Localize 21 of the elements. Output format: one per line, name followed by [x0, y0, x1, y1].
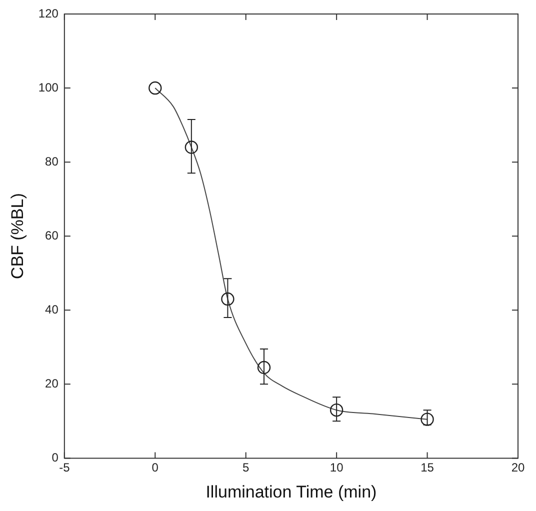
- y-tick-label: 20: [45, 376, 59, 390]
- x-tick-label: 20: [511, 460, 525, 475]
- point: [184, 140, 198, 154]
- x-axis-title: Illumination Time (min): [206, 482, 377, 502]
- point: [330, 403, 344, 417]
- point: [148, 81, 162, 95]
- x-tick-label: 0: [152, 460, 159, 475]
- y-tick-label: 0: [52, 450, 59, 465]
- x-tick-label: -5: [59, 460, 70, 475]
- x-tick-label: 5: [242, 460, 250, 475]
- y-tick-label: 100: [38, 80, 59, 94]
- x-tick-label: 15: [420, 460, 434, 475]
- x-tick-label: 10: [330, 460, 344, 475]
- point: [221, 292, 234, 306]
- y-tick-label: 80: [45, 154, 59, 168]
- y-tick-label: 120: [38, 6, 59, 20]
- y-tick-label: 60: [45, 228, 59, 242]
- point: [257, 360, 271, 374]
- y-tick-label: 40: [45, 302, 59, 316]
- point: [420, 412, 434, 426]
- y-axis-title: CBF (%BL): [8, 193, 27, 280]
